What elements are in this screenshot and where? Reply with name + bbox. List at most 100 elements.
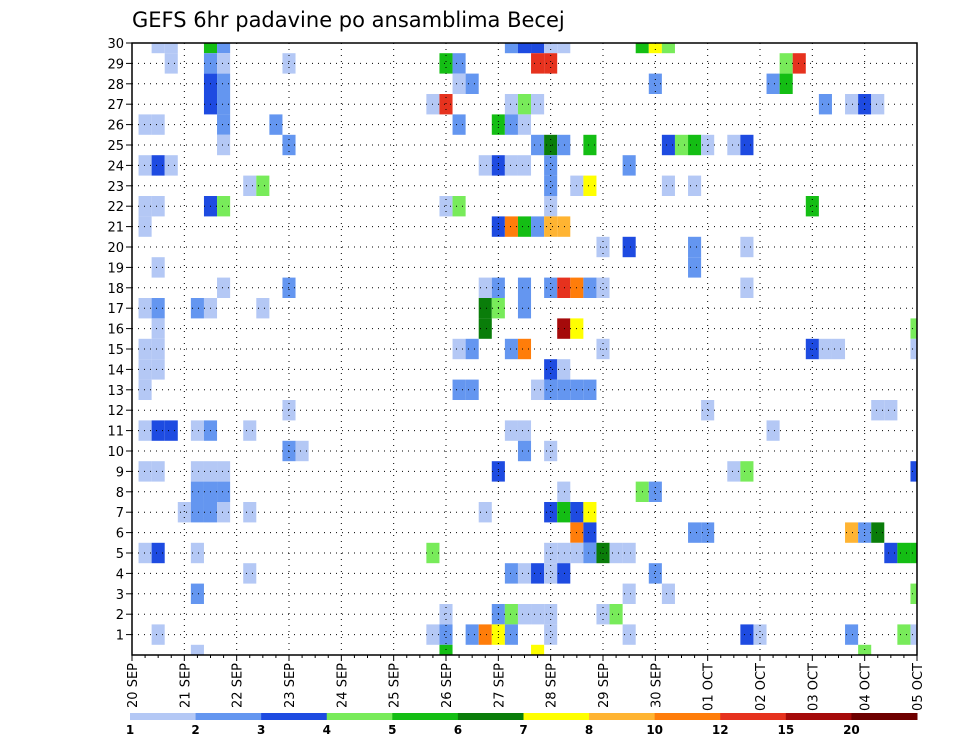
heatmap-cell [504,94,518,115]
heatmap-cell [478,318,492,339]
heatmap-cell [609,542,623,564]
heatmap-cell [557,134,571,156]
heatmap-cell [504,420,518,441]
colorbar-label: 7 [519,723,527,737]
heatmap-cell [622,236,636,258]
x-tick-label: 26 SEP [440,663,455,708]
colorbar-label: 8 [585,723,593,737]
colorbar-swatch [589,713,656,720]
heatmap-cell [256,298,270,319]
heatmap-cell [517,277,532,298]
heatmap-cell [910,338,917,360]
heatmap-cell [557,277,571,298]
x-tick-label: 01 OCT [702,663,717,711]
colorbar-swatch [851,713,918,720]
heatmap-cell [190,644,204,655]
heatmap-cell [661,583,675,604]
heatmap-cell [151,624,165,645]
x-tick-label: 20 SEP [126,663,141,708]
heatmap-cell [753,624,767,645]
heatmap-cell [531,94,545,115]
y-tick-label: 11 [107,425,124,440]
heatmap-cell [871,522,885,543]
y-tick-label: 12 [107,404,124,419]
x-tick-label: 05 OCT [911,663,926,711]
colorbar-swatch [457,713,524,720]
heatmap-cell [544,604,558,625]
heatmap-cell [897,542,911,564]
heatmap-cell [138,338,152,360]
heatmap-cell [517,338,532,360]
y-tick-label: 28 [107,78,124,93]
heatmap-cell [544,43,558,54]
heatmap-cell [609,604,623,625]
heatmap-cell [190,420,204,441]
heatmap-cell [544,196,558,217]
heatmap-cell [897,624,911,645]
heatmap-cell [740,134,754,156]
heatmap-cell [517,94,532,115]
heatmap-cell [583,502,597,523]
heatmap-cell [661,175,675,196]
heatmap-cell [217,134,231,156]
y-tick-label: 20 [107,241,124,256]
colorbar-swatch [785,713,852,720]
heatmap-cell [138,216,152,237]
y-tick-label: 24 [107,159,124,174]
heatmap-cell [596,277,610,298]
heatmap-cell [517,440,532,462]
heatmap-cell [217,114,231,135]
y-tick-label: 4 [116,567,124,582]
heatmap-cell [740,236,754,258]
colorbar-swatch [654,713,721,720]
heatmap-cell [557,379,571,400]
heatmap-cell [910,624,917,645]
heatmap-cell [674,134,689,156]
heatmap-cell [190,461,204,482]
x-tick-label: 02 OCT [754,663,769,711]
heatmap-cell [544,359,558,380]
heatmap-cell [740,277,754,298]
heatmap-cell [465,73,479,94]
heatmap-cell [439,94,453,115]
heatmap-cell [583,277,597,298]
colorbar-swatch [195,713,262,720]
y-tick-label: 10 [107,445,124,460]
heatmap-cell [583,134,597,156]
heatmap-cell [452,338,466,360]
heatmap-cell [818,94,832,115]
y-tick-label: 26 [107,119,124,134]
y-tick-label: 22 [107,200,124,215]
heatmap-cell [661,43,675,54]
heatmap-cell [910,583,917,604]
colorbar-swatch [326,713,393,720]
heatmap-cell [792,53,806,74]
heatmap-cell [871,94,885,115]
heatmap-cell [517,43,532,54]
heatmap-cell [138,542,152,564]
heatmap-cell [818,338,832,360]
heatmap-cell [256,175,270,196]
heatmap-cell [517,216,532,237]
x-tick-label: 29 SEP [597,663,612,708]
y-tick-label: 5 [116,547,124,562]
heatmap-cell [243,420,257,441]
heatmap-cell [295,440,309,462]
x-tick-label: 23 SEP [283,663,298,708]
heatmap-cell [701,522,715,543]
heatmap-cell [504,43,518,54]
heatmap-cell [531,644,545,655]
heatmap-cell [217,53,231,74]
heatmap-cell [688,134,702,156]
heatmap-cell [766,420,780,441]
heatmap-cell [465,624,479,645]
heatmap-cell [504,216,518,237]
x-tick-label: 04 OCT [859,663,874,711]
heatmap-cell [504,563,518,584]
grid-lines [132,43,917,655]
colorbar-label: 20 [843,723,860,737]
heatmap-cell [439,196,453,217]
heatmap-cell [151,298,165,319]
heatmap-cell [504,338,518,360]
colorbar-swatch [523,713,590,720]
